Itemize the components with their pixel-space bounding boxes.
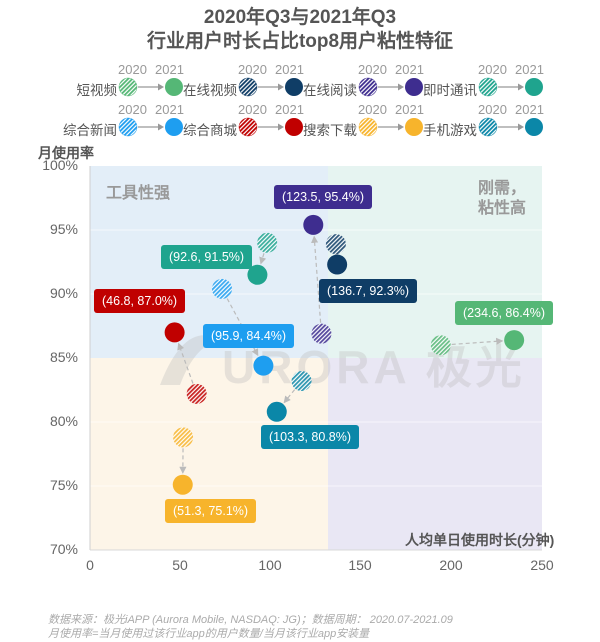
point-2021 (327, 254, 348, 275)
y-tick: 90% (49, 285, 78, 301)
trend-arrow (226, 298, 259, 357)
legend-year-2021: 2021 (515, 102, 544, 117)
point-2020 (173, 427, 194, 448)
callout-ecommerce: (46.8, 87.0%) (94, 289, 186, 313)
point-2021 (253, 355, 274, 376)
legend-label: 在线视频 (183, 83, 237, 98)
legend-marker-icon (478, 117, 543, 137)
legend-year-2020: 2020 (238, 102, 267, 117)
footnote-source: 数据来源：极光iAPP (Aurora Mobile, NASDAQ: JG)；… (48, 614, 453, 626)
legend-marker-icon (238, 117, 303, 137)
callout-general-news: (95.9, 84.4%) (203, 324, 295, 348)
point-2021 (266, 401, 287, 422)
legend-year-2021: 2021 (395, 62, 424, 77)
point-2020 (291, 371, 312, 392)
legend-label: 短视频 (76, 83, 118, 98)
callout-online-video: (136.7, 92.3%) (319, 279, 417, 303)
trend-arrow (311, 235, 322, 323)
quadrant-label-need-line2: 粘性高 (478, 200, 527, 217)
point-2020 (211, 278, 232, 299)
y-tick: 70% (49, 541, 78, 557)
legend-year-2020: 2020 (238, 62, 267, 77)
point-2020 (257, 232, 278, 253)
y-tick: 95% (49, 221, 78, 237)
callout-online-reading: (123.5, 95.4%) (274, 185, 372, 209)
trend-arrow (451, 337, 504, 346)
legend-label: 即时通讯 (423, 83, 477, 98)
point-2020 (430, 335, 451, 356)
legend-label: 手机游戏 (423, 123, 477, 138)
x-tick: 50 (172, 557, 188, 573)
callout-short-video: (234.6, 86.4%) (455, 301, 553, 325)
legend-year-2021: 2021 (395, 102, 424, 117)
point-2021 (303, 214, 324, 235)
callout-mobile-games: (103.3, 80.8%) (261, 425, 359, 449)
legend-year-2020: 2020 (118, 62, 147, 77)
y-axis-title: 月使用率 (38, 145, 94, 161)
legend-item: 2020 2021 手机游戏 (423, 102, 560, 142)
legend-label: 在线阅读 (303, 83, 357, 98)
legend-item: 2020 2021 短视频 (70, 62, 200, 102)
legend-marker-icon (118, 117, 183, 137)
point-2021 (164, 322, 185, 343)
y-tick: 80% (49, 413, 78, 429)
legend-year-2021: 2021 (155, 102, 184, 117)
point-2020 (186, 383, 207, 404)
quadrant-label-need-line1: 刚需， (478, 180, 527, 197)
x-tick: 250 (530, 557, 554, 573)
x-axis-title: 人均单日使用时长(分钟) (405, 532, 555, 548)
point-2020 (325, 234, 346, 255)
chart-title-line1: 2020年Q3与2021年Q3 (203, 7, 397, 28)
legend-year-2020: 2020 (478, 62, 507, 77)
legend-year-2021: 2021 (275, 102, 304, 117)
legend-year-2020: 2020 (478, 102, 507, 117)
footnote-definition: 月使用率=当月使用过该行业app的用户数量/当月该行业app安装量 (48, 628, 370, 640)
legend-year-2020: 2020 (358, 102, 387, 117)
legend-item: 2020 2021 综合新闻 (63, 102, 200, 142)
legend-marker-icon (118, 77, 183, 97)
legend-item: 2020 2021 即时通讯 (423, 62, 560, 102)
x-tick: 200 (439, 557, 463, 573)
x-tick: 100 (258, 557, 282, 573)
legend-item: 2020 2021 在线阅读 (303, 62, 440, 102)
trend-arrow (283, 389, 296, 404)
legend-year-2020: 2020 (358, 62, 387, 77)
trend-arrow (177, 342, 194, 384)
trend-arrow (259, 253, 267, 265)
y-tick: 85% (49, 349, 78, 365)
callout-instant-messaging: (92.6, 91.5%) (161, 245, 253, 269)
point-2021 (504, 330, 525, 351)
legend-label: 搜索下载 (303, 123, 357, 138)
point-2021 (172, 474, 193, 495)
legend-marker-icon (358, 77, 423, 97)
legend-label: 综合商城 (183, 123, 237, 138)
y-tick: 100% (42, 157, 78, 173)
chart-title-line2: 行业用户时长占比top8用户粘性特征 (146, 31, 454, 52)
legend-label: 综合新闻 (63, 123, 117, 138)
y-tick: 75% (49, 477, 78, 493)
legend-year-2020: 2020 (118, 102, 147, 117)
legend-item: 2020 2021 搜索下载 (303, 102, 440, 142)
legend-year-2021: 2021 (515, 62, 544, 77)
x-tick: 150 (348, 557, 372, 573)
quadrant-bottom-right (328, 358, 542, 550)
x-tick: 0 (86, 557, 94, 573)
point-2021 (247, 264, 268, 285)
callout-search-download: (51.3, 75.1%) (165, 499, 257, 523)
point-2020 (311, 323, 332, 344)
legend-marker-icon (358, 117, 423, 137)
quadrant-label-tool: 工具性强 (106, 185, 171, 202)
legend-marker-icon (238, 77, 303, 97)
legend-marker-icon (478, 77, 543, 97)
legend-item: 2020 2021 在线视频 (183, 62, 320, 102)
legend-item: 2020 2021 综合商城 (183, 102, 320, 142)
legend-year-2021: 2021 (275, 62, 304, 77)
legend-year-2021: 2021 (155, 62, 184, 77)
